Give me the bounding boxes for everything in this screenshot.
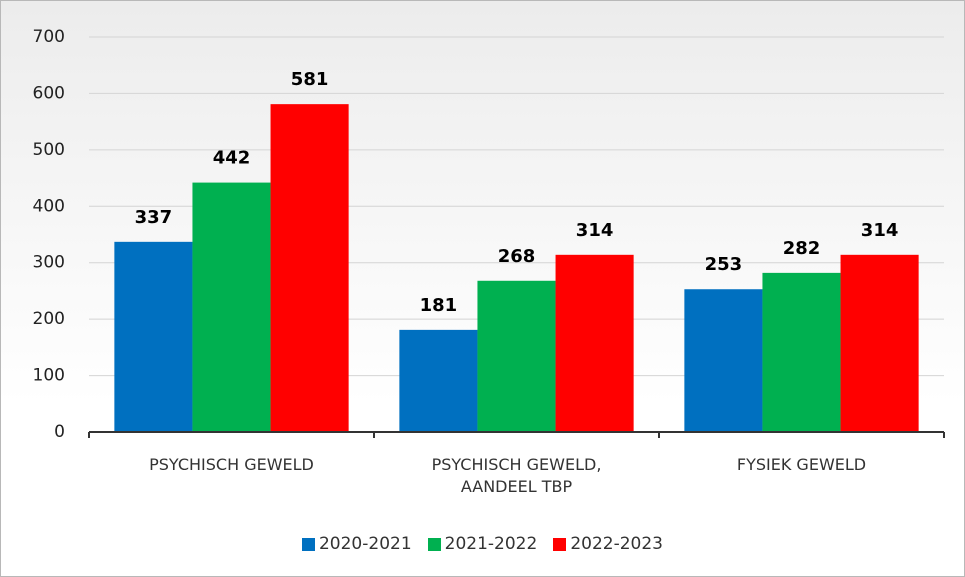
y-tick-label: 400 — [33, 196, 65, 216]
bar — [684, 289, 763, 432]
legend-item: 2020-2021 — [301, 534, 412, 554]
value-label: 268 — [498, 246, 536, 267]
bar — [555, 254, 634, 432]
y-tick-label: 0 — [54, 422, 65, 442]
legend-swatch — [301, 537, 315, 551]
legend-label: 2021-2022 — [444, 534, 538, 554]
y-tick-label: 600 — [33, 83, 65, 103]
legend-swatch — [427, 537, 441, 551]
value-label: 314 — [576, 220, 614, 241]
legend-swatch — [553, 537, 567, 551]
y-tick-label: 200 — [33, 309, 65, 329]
legend-label: 2022-2023 — [570, 534, 663, 554]
y-tick-label: 100 — [33, 366, 65, 386]
x-tick-label: PSYCHISCH GEWELD, AANDEEL TBP — [431, 455, 602, 496]
x-tick-label: FYSIEK GEWELD — [736, 455, 867, 474]
value-label: 581 — [291, 69, 329, 90]
value-label: 181 — [420, 295, 458, 316]
value-label: 337 — [135, 207, 173, 228]
bar — [762, 272, 841, 432]
y-tick-label: 700 — [33, 27, 65, 47]
value-label: 314 — [861, 220, 899, 241]
bar — [192, 182, 271, 432]
bar — [114, 241, 193, 432]
bar — [840, 254, 919, 432]
x-tick-label: PSYCHISCH GEWELD — [149, 455, 314, 474]
bar — [477, 280, 556, 432]
y-tick-label: 300 — [33, 253, 65, 273]
value-label: 253 — [705, 254, 743, 275]
legend-item: 2022-2023 — [553, 534, 663, 554]
value-label: 282 — [783, 238, 821, 259]
legend-label: 2020-2021 — [318, 534, 412, 554]
value-label: 442 — [213, 148, 251, 169]
bar — [270, 104, 349, 433]
legend-item: 2021-2022 — [427, 534, 538, 554]
y-tick-label: 500 — [33, 140, 65, 160]
bar — [399, 329, 478, 432]
legend: 2020-2021 2021-2022 2022-2023 — [1, 534, 964, 554]
